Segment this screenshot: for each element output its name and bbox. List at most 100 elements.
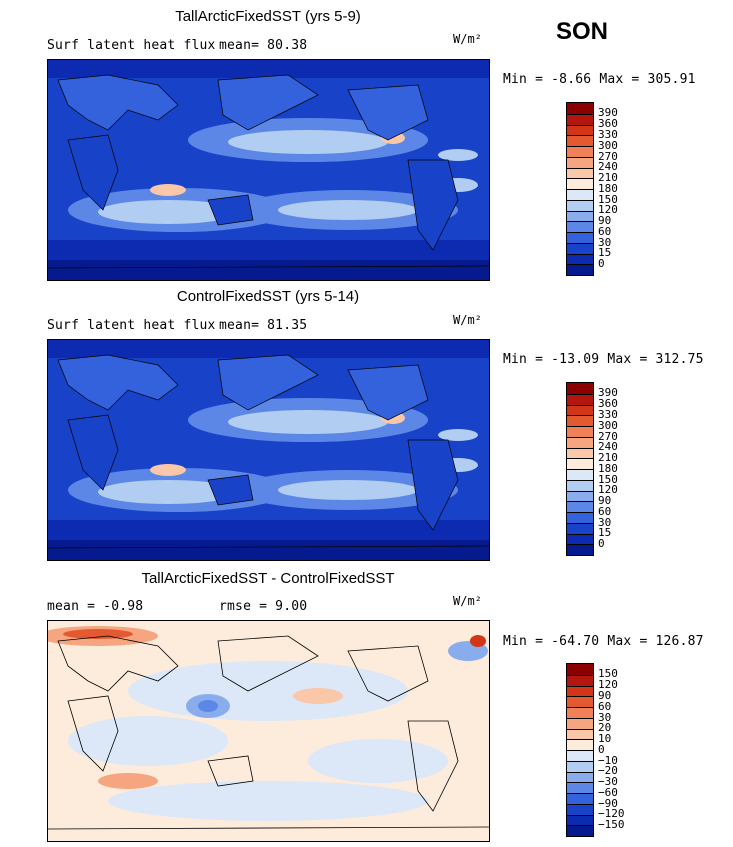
- panel-1-colorbar-bin-8: [567, 178, 593, 189]
- panel-3-map: [47, 620, 490, 842]
- panel-3-colorbar-bin-15: [567, 814, 593, 826]
- panel-3-colorbar-label: −60: [598, 786, 618, 799]
- panel-3-colorbar-bin-1: [567, 664, 593, 675]
- panel-1-colorbar-bin-11: [567, 210, 593, 222]
- panel-3-colorbar-label: −150: [598, 818, 625, 831]
- panel-2-colorbar-label: 180: [598, 462, 618, 475]
- panel-1-colorbar-label: 90: [598, 214, 612, 227]
- panel-2-colorbar-label: 270: [598, 430, 618, 443]
- panel-1-colorbar-label: 240: [598, 160, 618, 173]
- panel-3-title: TallArcticFixedSST - ControlFixedSST: [141, 570, 395, 587]
- panel-3-colorbar-bin-7: [567, 728, 593, 740]
- panel-2-colorbar-bin-5: [567, 426, 593, 437]
- panel-1-colorbar-bin-4: [567, 135, 593, 146]
- panel-3-colorbar-bin-13: [567, 793, 593, 804]
- panel-2-colorbar-label: 30: [598, 516, 612, 529]
- panel-3-colorbar-bin-6: [567, 717, 593, 729]
- panel-3-colorbar-label: −10: [598, 754, 618, 767]
- panel-2-colorbar-bin-8: [567, 458, 593, 469]
- panel-1-mean: mean= 80.38: [219, 38, 308, 53]
- panel-2-colorbar-bin-11: [567, 490, 593, 502]
- panel-1-map-field: [48, 60, 489, 280]
- panel-2-units: W/m²: [453, 313, 482, 327]
- panel-3-mean: mean = -0.98: [47, 599, 144, 614]
- panel-1-colorbar-label: 120: [598, 203, 618, 216]
- panel-3-map-field: [48, 621, 489, 841]
- panel-1-colorbar-label: 270: [598, 150, 618, 163]
- panel-3-colorbar-bin-2: [567, 674, 593, 686]
- panel-2-colorbar-label: 240: [598, 440, 618, 453]
- panel-2-colorbar-label: 15: [598, 526, 612, 539]
- panel-2-colorbar-label: 60: [598, 505, 612, 518]
- panel-2-colorbar-label: 150: [598, 473, 618, 486]
- panel-1-colorbar-bin-2: [567, 113, 593, 125]
- panel-1-colorbar-label: 0: [598, 257, 605, 270]
- panel-3-minmax: Min = -64.70 Max = 126.87: [503, 634, 704, 649]
- panel-3-colorbar-bin-14: [567, 803, 593, 815]
- panel-3-colorbar-bin-10: [567, 760, 593, 772]
- panel-1-colorbar-bin-10: [567, 199, 593, 211]
- panel-1-colorbar-label: 180: [598, 182, 618, 195]
- panel-1-colorbar-label: 150: [598, 193, 618, 206]
- panel-1-colorbar-bin-5: [567, 146, 593, 157]
- panel-1-colorbar-bin-9: [567, 189, 593, 200]
- panel-1-units: W/m²: [453, 32, 482, 46]
- panel-2-colorbar-label: 210: [598, 451, 618, 464]
- panel-2-variable: Surf latent heat flux: [47, 318, 216, 333]
- panel-3-colorbar-bin-12: [567, 782, 593, 793]
- panel-2-mean: mean= 81.35: [219, 318, 308, 333]
- panel-2-colorbar-bin-12: [567, 501, 593, 512]
- panel-2-colorbar: [566, 382, 594, 556]
- panel-2-colorbar-label: 330: [598, 408, 618, 421]
- panel-3-rmse: rmse = 9.00: [219, 599, 308, 614]
- panel-3-colorbar-label: −90: [598, 797, 618, 810]
- panel-1-colorbar-bin-7: [567, 167, 593, 179]
- panel-1-colorbar-label: 300: [598, 139, 618, 152]
- panel-3-colorbar-label: −20: [598, 764, 618, 777]
- panel-3-colorbar-bin-16: [567, 825, 593, 836]
- panel-2-colorbar-bin-10: [567, 479, 593, 491]
- panel-2-colorbar-bin-6: [567, 436, 593, 448]
- panel-2-minmax: Min = -13.09 Max = 312.75: [503, 352, 704, 367]
- panel-1-colorbar-label: 30: [598, 236, 612, 249]
- panel-2-colorbar-bin-7: [567, 447, 593, 459]
- panel-2-colorbar-bin-14: [567, 522, 593, 534]
- panel-3-colorbar-label: 90: [598, 689, 612, 702]
- panel-3-colorbar-label: 150: [598, 667, 618, 680]
- panel-1-title: TallArcticFixedSST (yrs 5-9): [175, 8, 361, 25]
- panel-3-colorbar-label: 30: [598, 711, 612, 724]
- panel-1-colorbar-bin-13: [567, 232, 593, 243]
- panel-3-units: W/m²: [453, 594, 482, 608]
- panel-2-colorbar-bin-1: [567, 383, 593, 394]
- panel-1-colorbar-bin-14: [567, 242, 593, 254]
- panel-2-colorbar-bin-9: [567, 469, 593, 480]
- panel-1-colorbar-label: 330: [598, 128, 618, 141]
- panel-3-colorbar-label: 0: [598, 743, 605, 756]
- panel-1-colorbar-bin-1: [567, 103, 593, 114]
- season-label: SON: [556, 18, 609, 45]
- panel-3-colorbar-bin-3: [567, 685, 593, 697]
- panel-1-colorbar-label: 390: [598, 106, 618, 119]
- panel-1-map: [47, 59, 490, 281]
- panel-2-colorbar-bin-13: [567, 512, 593, 523]
- panel-1-colorbar-label: 360: [598, 117, 618, 130]
- panel-3-colorbar-label: −30: [598, 775, 618, 788]
- panel-2-colorbar-bin-15: [567, 533, 593, 545]
- panel-3-colorbar-bin-9: [567, 750, 593, 761]
- panel-3-colorbar: [566, 663, 594, 837]
- panel-3-colorbar-bin-5: [567, 707, 593, 718]
- panel-3-colorbar-bin-4: [567, 696, 593, 707]
- panel-2-title: ControlFixedSST (yrs 5-14): [176, 288, 360, 305]
- panel-2-colorbar-bin-2: [567, 393, 593, 405]
- panel-2-colorbar-label: 360: [598, 397, 618, 410]
- panel-2-colorbar-label: 390: [598, 386, 618, 399]
- panel-1-colorbar-bin-12: [567, 221, 593, 232]
- panel-2-map: [47, 339, 490, 561]
- panel-1-colorbar-label: 210: [598, 171, 618, 184]
- panel-1-colorbar-bin-16: [567, 264, 593, 275]
- panel-3-colorbar-bin-8: [567, 739, 593, 750]
- panel-3-colorbar-label: 60: [598, 700, 612, 713]
- panel-1-colorbar-label: 60: [598, 225, 612, 238]
- panel-1-minmax: Min = -8.66 Max = 305.91: [503, 72, 696, 87]
- panel-1-colorbar: [566, 102, 594, 276]
